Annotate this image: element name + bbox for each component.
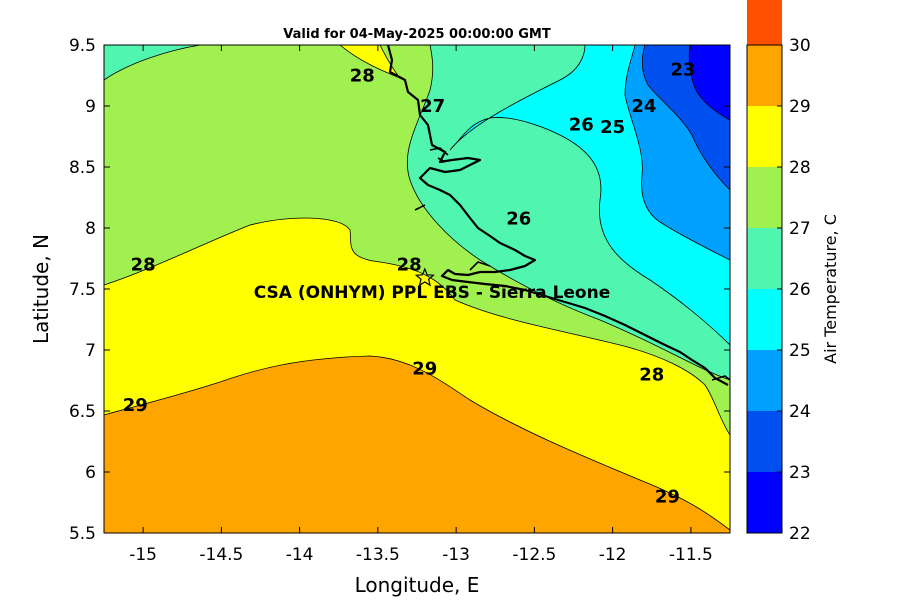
x-tick-label: -12 <box>599 545 627 565</box>
colorbar-segment <box>747 350 782 411</box>
x-tick-label: -13 <box>442 545 470 565</box>
colorbar-segment <box>747 106 782 167</box>
colorbar-label: Air Temperature, C <box>821 214 840 364</box>
y-tick-label: 6 <box>85 463 96 483</box>
coastline-islands <box>414 147 730 381</box>
colorbar-segment <box>747 167 782 228</box>
colorbar-tick-label: 28 <box>789 158 811 178</box>
colorbar-tick-label: 22 <box>789 524 811 544</box>
colorbar-tick-label: 27 <box>789 219 811 239</box>
y-tick-label: 7.5 <box>69 280 96 300</box>
coastline-layer <box>386 45 730 386</box>
map-title: Valid for 04-May-2025 00:00:00 GMT <box>283 27 551 42</box>
contour-label: 29 <box>412 358 437 379</box>
y-tick-label: 7 <box>85 341 96 361</box>
y-tick-label: 9 <box>85 97 96 117</box>
x-tick-label: -14 <box>286 545 314 565</box>
contour-label: 26 <box>569 114 594 135</box>
contour-fill-layer <box>104 45 730 533</box>
colorbar-tick-label: 24 <box>789 402 811 422</box>
x-tick-label: -14.5 <box>199 545 243 565</box>
x-axis-label: Longitude, E <box>355 573 480 597</box>
x-tick-label: -11.5 <box>669 545 713 565</box>
y-tick-label: 8 <box>85 219 96 239</box>
contour-label: 27 <box>420 96 445 117</box>
x-tick-label: -15 <box>129 545 157 565</box>
colorbar: 22 23 24 25 26 27 28 29 30 <box>746 0 811 544</box>
y-tick-label: 9.5 <box>69 36 96 56</box>
contour-label: 26 <box>506 208 531 229</box>
region-26-27-northwest <box>104 45 201 81</box>
contour-label: 23 <box>671 60 696 81</box>
colorbar-segment <box>747 0 782 45</box>
colorbar-tick-label: 30 <box>789 36 811 56</box>
contour-labels: 28 27 26 25 24 23 26 28 28 29 28 29 29 <box>123 60 696 508</box>
region-29-30 <box>104 355 730 533</box>
colorbar-segment <box>747 45 782 106</box>
contour-label: 29 <box>655 487 680 508</box>
colorbar-tick-label: 25 <box>789 341 811 361</box>
y-axis-ticks: 5.5 6 6.5 7 7.5 8 8.5 9 9.5 <box>69 36 730 544</box>
x-axis-ticks: -15 -14.5 -14 -13.5 -13 -12.5 -12 -11.5 <box>129 45 713 565</box>
colorbar-segment <box>747 411 782 472</box>
colorbar-tick-label: 26 <box>789 280 811 300</box>
contour-label: 25 <box>600 117 625 138</box>
contour-label: 28 <box>639 365 664 386</box>
y-tick-label: 6.5 <box>69 402 96 422</box>
station-label: CSA (ONHYM) PPL EBS - Sierra Leone <box>254 283 611 303</box>
x-tick-label: -13.5 <box>356 545 400 565</box>
contour-label: 28 <box>350 66 375 87</box>
station-star-icon <box>414 267 435 287</box>
contour-label: 28 <box>397 255 422 276</box>
x-tick-label: -12.5 <box>512 545 556 565</box>
y-tick-label: 8.5 <box>69 158 96 178</box>
colorbar-segment <box>747 289 782 350</box>
colorbar-tick-label: 23 <box>789 463 811 483</box>
colorbar-segment <box>747 472 782 533</box>
contour-label: 24 <box>631 96 656 117</box>
contour-label: 28 <box>131 255 156 276</box>
y-tick-label: 5.5 <box>69 524 96 544</box>
y-axis-label: Latitude, N <box>29 234 53 344</box>
station-marker: CSA (ONHYM) PPL EBS - Sierra Leone <box>254 267 611 303</box>
colorbar-tick-label: 29 <box>789 97 811 117</box>
colorbar-segment <box>747 228 782 289</box>
contour-label: 29 <box>123 395 148 416</box>
region-22-23 <box>688 45 730 121</box>
